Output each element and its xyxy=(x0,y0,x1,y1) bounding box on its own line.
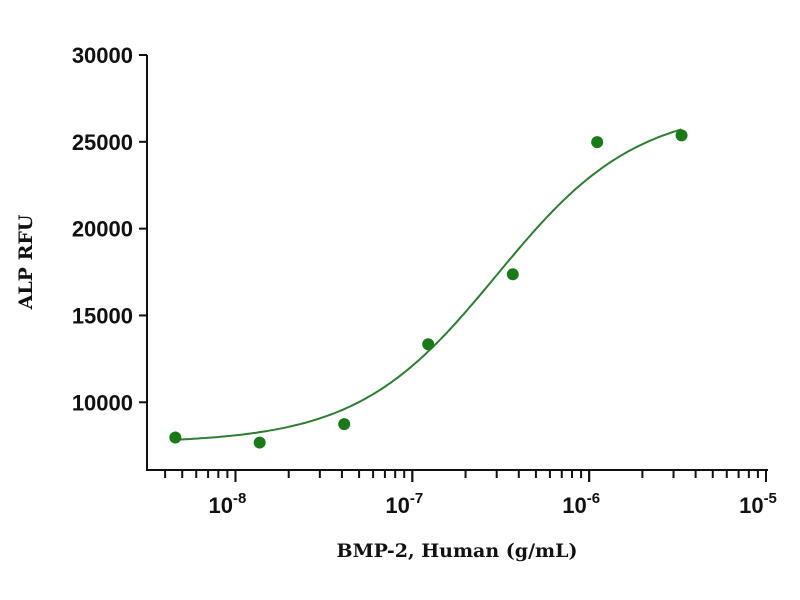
y-tick-label: 15000 xyxy=(72,303,133,328)
x-tick-base: 10 xyxy=(209,493,233,518)
x-tick-label: 10-6 xyxy=(562,490,600,518)
x-tick-base: 10 xyxy=(739,493,763,518)
x-tick-label: 10-5 xyxy=(739,490,777,518)
x-tick-label: 10-7 xyxy=(385,490,423,518)
y-axis-title: ALP RFU xyxy=(15,214,37,310)
x-tick-base: 10 xyxy=(385,493,409,518)
x-tick-exponent: -8 xyxy=(233,490,246,507)
y-tick-label: 25000 xyxy=(72,130,133,155)
data-point xyxy=(169,431,182,444)
data-point xyxy=(591,136,604,149)
data-point xyxy=(338,418,351,431)
x-tick-exponent: -7 xyxy=(410,490,423,507)
y-tick-label: 20000 xyxy=(72,217,133,242)
data-point xyxy=(675,129,688,142)
x-tick-exponent: -6 xyxy=(587,490,600,507)
y-tick-label: 10000 xyxy=(72,390,133,415)
data-point xyxy=(506,268,519,281)
y-tick-label: 30000 xyxy=(72,43,133,68)
fit-curve xyxy=(175,128,682,441)
x-tick-label: 10-8 xyxy=(209,490,247,518)
x-tick-exponent: -5 xyxy=(764,490,777,507)
data-point xyxy=(422,338,435,351)
x-axis-title: BMP-2, Human (g/mL) xyxy=(337,540,578,562)
data-point xyxy=(253,436,266,449)
x-tick-base: 10 xyxy=(562,493,586,518)
